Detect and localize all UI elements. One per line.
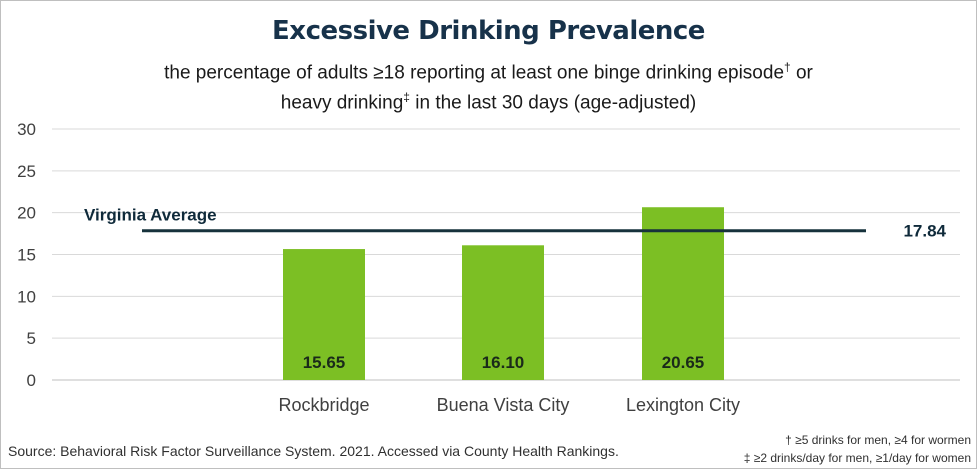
subtitle-text-1: the percentage of adults ≥18 reporting a… — [164, 62, 785, 84]
y-axis-tick-labels: 0 5 10 15 20 25 30 — [17, 120, 36, 390]
bar-value-label: 16.10 — [482, 353, 525, 372]
category-label: Rockbridge — [278, 395, 369, 415]
dagger-mark: † — [784, 60, 791, 74]
x-axis-category-labels: Rockbridge Buena Vista City Lexington City — [278, 395, 740, 415]
bar-value-label: 20.65 — [662, 353, 705, 372]
subtitle-line-2: heavy drinking‡ in the last 30 days (age… — [0, 85, 977, 115]
subtitle-text-1-end: or — [790, 62, 813, 84]
y-tick-label: 25 — [17, 162, 36, 181]
data-labels: 15.65 16.10 20.65 — [303, 353, 705, 372]
footnotes: † ≥5 drinks for men, ≥4 for wormen ‡ ≥2 … — [744, 431, 971, 467]
footnote-heavy: ‡ ≥2 drinks/day for men, ≥1/day for wome… — [743, 451, 971, 465]
category-label: Lexington City — [626, 395, 740, 415]
bar — [642, 207, 724, 380]
y-tick-label: 10 — [17, 287, 36, 306]
subtitle-text-2-end: in the last 30 days (age-adjusted) — [409, 92, 697, 114]
double-dagger-mark: ‡ — [403, 90, 410, 105]
subtitle-text-2: heavy drinking — [280, 92, 404, 114]
y-tick-label: 0 — [27, 371, 36, 390]
y-tick-label: 15 — [17, 246, 36, 265]
footnote-binge: † ≥5 drinks for men, ≥4 for wormen — [785, 433, 971, 447]
bar — [462, 245, 544, 380]
bars — [283, 207, 724, 380]
y-tick-label: 30 — [17, 120, 36, 139]
subtitle-line-1: the percentage of adults ≥18 reporting a… — [0, 55, 977, 85]
bar-value-label: 15.65 — [303, 353, 346, 372]
chart-title: Excessive Drinking Prevalence — [272, 16, 705, 46]
reference-line-value: 17.84 — [903, 222, 946, 241]
source-note: Source: Behavioral Risk Factor Surveilla… — [8, 443, 619, 459]
y-tick-label: 5 — [27, 329, 36, 348]
reference-line-label: Virginia Average — [84, 206, 217, 225]
y-tick-label: 20 — [17, 204, 36, 223]
bar — [283, 249, 365, 380]
reference-line-group: Virginia Average 17.84 — [84, 206, 947, 241]
category-label: Buena Vista City — [437, 395, 570, 415]
chart-subtitle: the percentage of adults ≥18 reporting a… — [0, 55, 977, 116]
